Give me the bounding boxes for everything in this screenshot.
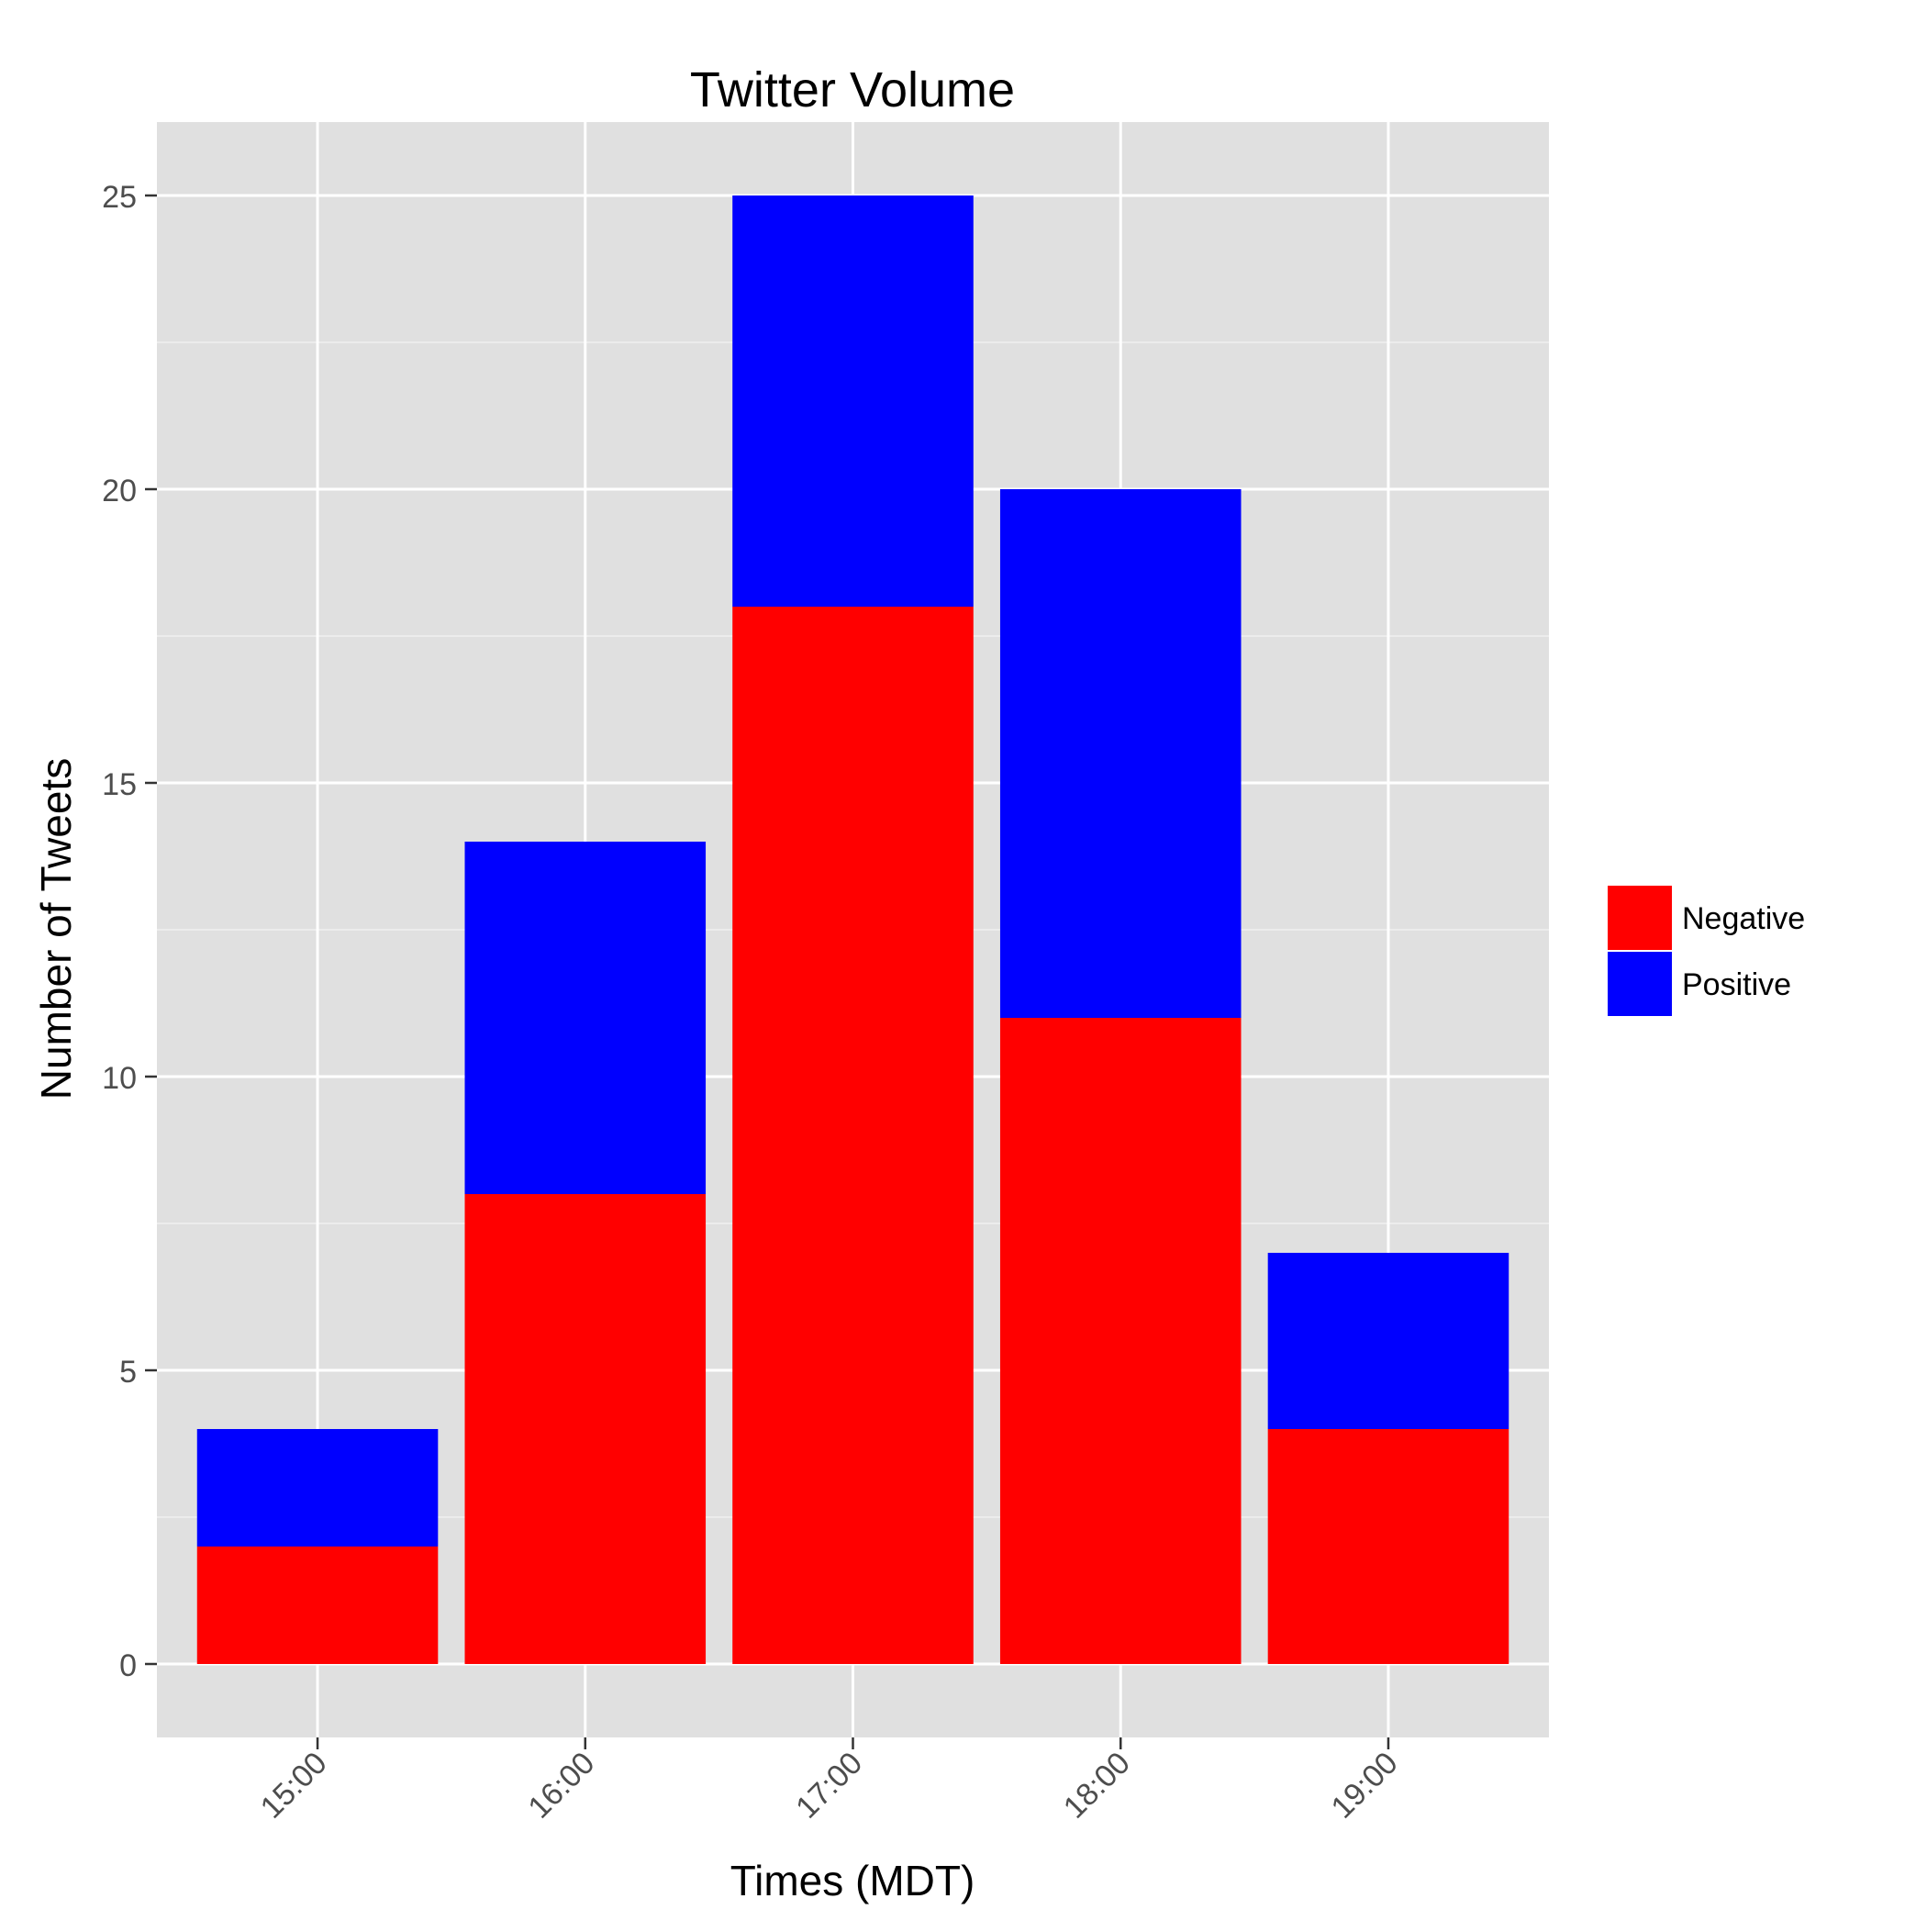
y-tick-label: 5 <box>119 1355 137 1390</box>
x-axis-title: Times (MDT) <box>730 1857 975 1904</box>
bar-positive-1800 <box>999 489 1242 1018</box>
y-tick-label: 0 <box>119 1648 137 1683</box>
y-tick-label: 20 <box>102 474 137 508</box>
legend: Negative Positive <box>1606 884 1805 1018</box>
legend-key-positive <box>1606 950 1674 1018</box>
bar-positive-1900 <box>1267 1253 1509 1429</box>
bar-positive-1600 <box>464 842 707 1194</box>
bars-layer <box>196 195 1509 1664</box>
y-tick-label: 15 <box>102 767 137 802</box>
bar-negative-1800 <box>999 1018 1242 1664</box>
y-axis-title: Number of Tweets <box>32 758 80 1100</box>
bar-positive-1700 <box>732 195 974 607</box>
bar-negative-1500 <box>196 1547 439 1664</box>
bar-negative-1900 <box>1267 1429 1509 1664</box>
chart-title: Twitter Volume <box>690 62 1015 117</box>
bar-negative-1700 <box>732 607 974 1664</box>
legend-label-negative: Negative <box>1682 901 1805 936</box>
legend-label-positive: Positive <box>1682 967 1791 1002</box>
bar-negative-1600 <box>464 1194 707 1664</box>
y-tick-label: 10 <box>102 1061 137 1096</box>
legend-key-negative <box>1606 884 1674 952</box>
y-tick-label: 25 <box>102 180 137 215</box>
bar-positive-1500 <box>196 1429 439 1547</box>
